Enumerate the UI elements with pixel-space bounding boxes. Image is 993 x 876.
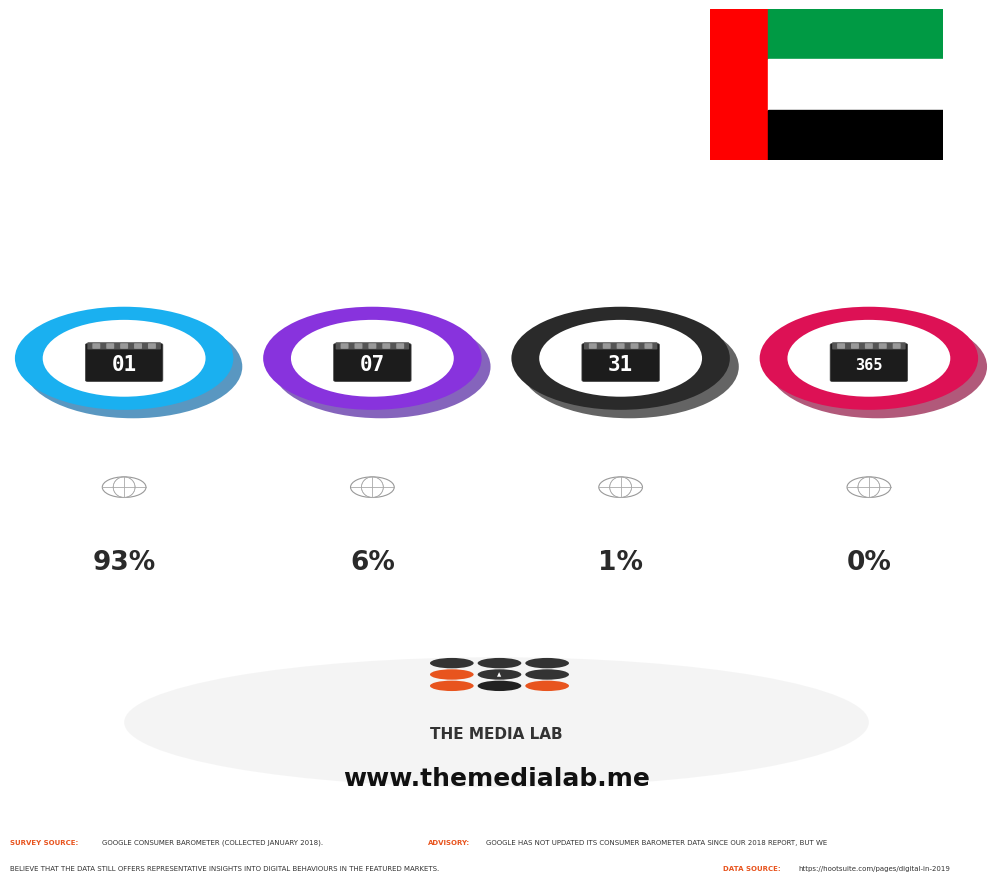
Circle shape bbox=[539, 320, 702, 397]
FancyBboxPatch shape bbox=[16, 505, 232, 622]
Text: FREQUENCY OF INTERNET USE 2019: FREQUENCY OF INTERNET USE 2019 bbox=[35, 31, 712, 64]
Text: SURVEY SOURCE:: SURVEY SOURCE: bbox=[10, 840, 78, 846]
Text: ADVISORY:: ADVISORY: bbox=[428, 840, 470, 846]
Polygon shape bbox=[710, 9, 769, 160]
FancyBboxPatch shape bbox=[837, 343, 845, 349]
Text: 1%: 1% bbox=[598, 550, 643, 576]
Circle shape bbox=[787, 320, 950, 397]
Circle shape bbox=[478, 681, 521, 691]
Text: HOW OFTEN INTERNET USERS ACCESS THE INTERNET FOR PERSONAL
REASONS (ANY DEVICE): HOW OFTEN INTERNET USERS ACCESS THE INTE… bbox=[35, 110, 553, 140]
Text: AT LEAST ONCE
PER WEEK: AT LEAST ONCE PER WEEK bbox=[315, 185, 430, 214]
FancyBboxPatch shape bbox=[761, 505, 977, 622]
Text: DATA SOURCE:: DATA SOURCE: bbox=[723, 865, 780, 872]
Text: GOOGLE HAS NOT UPDATED ITS CONSUMER BAROMETER DATA SINCE OUR 2018 REPORT, BUT WE: GOOGLE HAS NOT UPDATED ITS CONSUMER BARO… bbox=[486, 840, 827, 846]
Ellipse shape bbox=[124, 657, 869, 788]
Text: 01: 01 bbox=[111, 355, 137, 375]
FancyBboxPatch shape bbox=[396, 343, 404, 349]
Text: 07: 07 bbox=[359, 355, 385, 375]
Circle shape bbox=[430, 669, 474, 680]
FancyBboxPatch shape bbox=[893, 343, 901, 349]
Circle shape bbox=[520, 315, 739, 418]
FancyBboxPatch shape bbox=[584, 343, 657, 350]
FancyBboxPatch shape bbox=[382, 343, 390, 349]
Circle shape bbox=[272, 315, 491, 418]
Text: THE MEDIA LAB: THE MEDIA LAB bbox=[430, 726, 563, 742]
FancyBboxPatch shape bbox=[120, 343, 128, 349]
Circle shape bbox=[525, 658, 569, 668]
Text: www.themedialab.me: www.themedialab.me bbox=[343, 767, 650, 791]
Text: 93%: 93% bbox=[92, 550, 156, 576]
Text: 0%: 0% bbox=[846, 550, 892, 576]
Text: 6%: 6% bbox=[350, 550, 395, 576]
FancyBboxPatch shape bbox=[603, 343, 611, 349]
Text: GOOGLE CONSUMER BAROMETER (COLLECTED JANUARY 2018).: GOOGLE CONSUMER BAROMETER (COLLECTED JAN… bbox=[102, 839, 324, 846]
Polygon shape bbox=[769, 110, 943, 160]
Circle shape bbox=[847, 477, 891, 498]
Circle shape bbox=[24, 315, 242, 418]
FancyBboxPatch shape bbox=[92, 343, 100, 349]
Circle shape bbox=[599, 477, 642, 498]
Circle shape bbox=[525, 669, 569, 680]
Polygon shape bbox=[769, 60, 943, 110]
FancyBboxPatch shape bbox=[879, 343, 887, 349]
FancyBboxPatch shape bbox=[644, 343, 652, 349]
Polygon shape bbox=[769, 9, 943, 60]
FancyBboxPatch shape bbox=[582, 343, 659, 382]
Text: EVERY
DAY: EVERY DAY bbox=[100, 185, 148, 214]
Text: ▲: ▲ bbox=[497, 672, 501, 677]
Text: AT LEAST ONCE
PER MONTH: AT LEAST ONCE PER MONTH bbox=[563, 185, 678, 214]
Circle shape bbox=[478, 669, 521, 680]
Circle shape bbox=[43, 320, 206, 397]
Circle shape bbox=[769, 315, 987, 418]
Circle shape bbox=[263, 307, 482, 410]
Text: BELIEVE THAT THE DATA STILL OFFERS REPRESENTATIVE INSIGHTS INTO DIGITAL BEHAVIOU: BELIEVE THAT THE DATA STILL OFFERS REPRE… bbox=[10, 865, 439, 872]
Text: 31: 31 bbox=[608, 355, 634, 375]
Circle shape bbox=[351, 477, 394, 498]
Circle shape bbox=[291, 320, 454, 397]
FancyBboxPatch shape bbox=[264, 505, 481, 622]
FancyBboxPatch shape bbox=[106, 343, 114, 349]
Circle shape bbox=[511, 307, 730, 410]
Text: LESS THAN ONCE
PER MONTH: LESS THAN ONCE PER MONTH bbox=[804, 185, 933, 214]
FancyBboxPatch shape bbox=[148, 343, 156, 349]
FancyBboxPatch shape bbox=[336, 343, 409, 350]
FancyBboxPatch shape bbox=[631, 343, 638, 349]
Circle shape bbox=[478, 658, 521, 668]
Text: https://hootsuite.com/pages/digital-in-2019: https://hootsuite.com/pages/digital-in-2… bbox=[798, 865, 950, 872]
FancyBboxPatch shape bbox=[589, 343, 597, 349]
FancyBboxPatch shape bbox=[334, 343, 411, 382]
FancyBboxPatch shape bbox=[851, 343, 859, 349]
FancyBboxPatch shape bbox=[87, 343, 161, 350]
FancyBboxPatch shape bbox=[865, 343, 873, 349]
Text: 365: 365 bbox=[855, 357, 883, 372]
Circle shape bbox=[525, 681, 569, 691]
FancyBboxPatch shape bbox=[368, 343, 376, 349]
FancyBboxPatch shape bbox=[512, 505, 729, 622]
FancyBboxPatch shape bbox=[617, 343, 625, 349]
FancyBboxPatch shape bbox=[830, 343, 908, 382]
FancyBboxPatch shape bbox=[706, 5, 947, 164]
Circle shape bbox=[430, 681, 474, 691]
Circle shape bbox=[15, 307, 233, 410]
FancyBboxPatch shape bbox=[341, 343, 349, 349]
FancyBboxPatch shape bbox=[85, 343, 163, 382]
FancyBboxPatch shape bbox=[832, 343, 906, 350]
FancyBboxPatch shape bbox=[355, 343, 362, 349]
FancyBboxPatch shape bbox=[134, 343, 142, 349]
Circle shape bbox=[760, 307, 978, 410]
Circle shape bbox=[430, 658, 474, 668]
Circle shape bbox=[102, 477, 146, 498]
